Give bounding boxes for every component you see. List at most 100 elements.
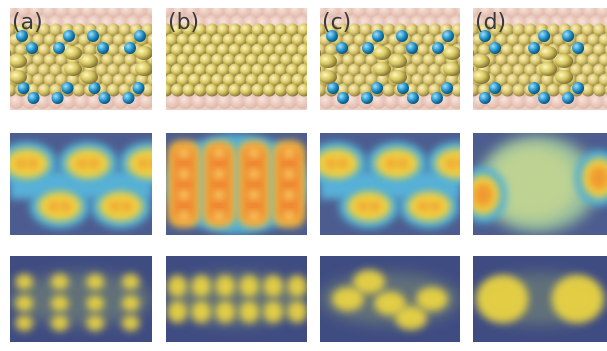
density-blob xyxy=(5,149,49,179)
ribbon-atom xyxy=(467,84,480,97)
figure: (a) (b) (c) (d) xyxy=(0,0,607,351)
edge-atom xyxy=(431,92,443,104)
molecule xyxy=(9,70,27,84)
density-blob xyxy=(77,159,87,169)
ribbon-atom xyxy=(160,84,173,97)
molecule xyxy=(472,70,490,84)
substrate-atom xyxy=(152,67,168,83)
density-blob xyxy=(284,170,294,178)
density-blob xyxy=(28,159,38,169)
density-blob xyxy=(418,201,428,211)
molecule xyxy=(135,46,153,60)
density-blob xyxy=(86,315,104,331)
ribbon-atom xyxy=(252,84,265,97)
edge-atom xyxy=(52,92,64,104)
molecule xyxy=(389,70,407,84)
molecule xyxy=(135,62,153,76)
image-panel xyxy=(307,133,487,235)
edge-atom xyxy=(99,92,111,104)
density-blob xyxy=(179,170,189,178)
density-blob xyxy=(284,191,294,199)
ribbon-atom xyxy=(501,84,514,97)
molecule xyxy=(472,54,490,68)
edge-atom xyxy=(362,42,374,54)
molecule xyxy=(555,54,573,68)
edge-atom xyxy=(528,82,540,94)
density-blob xyxy=(15,315,33,331)
substrate-atom xyxy=(152,93,168,109)
density-blob xyxy=(99,191,143,221)
edge-atom xyxy=(87,30,99,42)
density-blob xyxy=(347,191,391,221)
density-blob xyxy=(284,149,294,157)
density-blob xyxy=(239,301,259,323)
image-panel xyxy=(166,256,307,342)
density-blob xyxy=(51,315,69,331)
ribbon-atom xyxy=(183,84,196,97)
density-blob xyxy=(150,159,160,169)
density-blob xyxy=(191,301,211,323)
molecule xyxy=(389,54,407,68)
panel-label: (c) xyxy=(322,10,351,35)
ribbon-atom xyxy=(4,84,17,97)
edge-atom xyxy=(562,30,574,42)
density-blob xyxy=(51,295,69,311)
density-blob xyxy=(458,159,468,169)
molecule xyxy=(373,46,391,60)
density-blob xyxy=(122,201,132,211)
density-blob xyxy=(16,159,26,169)
molecule xyxy=(539,62,557,76)
density-blob xyxy=(416,287,448,311)
density-blob xyxy=(191,275,211,297)
density-blob xyxy=(86,274,104,290)
image-panel xyxy=(473,256,607,342)
image-panel xyxy=(445,2,607,110)
image-panel xyxy=(0,133,179,235)
density-blob xyxy=(179,191,189,199)
ribbon-atom xyxy=(348,84,361,97)
ribbon-atom xyxy=(217,84,230,97)
edge-atom xyxy=(134,30,146,42)
density-blob xyxy=(214,149,224,157)
edge-atom xyxy=(441,82,453,94)
molecule xyxy=(64,46,82,60)
edge-atom xyxy=(528,42,540,54)
density-blob xyxy=(395,306,427,330)
density-blob xyxy=(435,149,479,179)
density-blob xyxy=(249,191,259,199)
edge-atom xyxy=(336,42,348,54)
molecule xyxy=(9,54,27,68)
edge-atom xyxy=(133,82,145,94)
edge-atom xyxy=(28,92,40,104)
density-blob xyxy=(89,159,99,169)
ribbon-atom xyxy=(417,84,430,97)
edge-atom xyxy=(396,30,408,42)
edge-atom xyxy=(124,42,136,54)
density-blob xyxy=(249,149,259,157)
ribbon-atom xyxy=(452,84,465,97)
ribbon-atom xyxy=(298,84,311,97)
density-blob xyxy=(358,201,368,211)
edge-atom xyxy=(572,82,584,94)
ribbon-atom xyxy=(240,84,253,97)
molecule xyxy=(80,70,98,84)
panel-label: (d) xyxy=(475,10,506,35)
density-blob xyxy=(263,275,283,297)
density-blob xyxy=(398,159,408,169)
ribbon-atom xyxy=(286,84,299,97)
edge-atom xyxy=(337,92,349,104)
density-blob xyxy=(49,201,59,211)
density-blob xyxy=(167,275,187,297)
edge-atom xyxy=(432,42,444,54)
density-blob xyxy=(179,149,189,157)
density-blob xyxy=(179,212,189,220)
density-blob xyxy=(239,275,259,297)
density-blob xyxy=(122,274,140,290)
density-blob xyxy=(326,159,336,169)
edge-atom xyxy=(371,82,383,94)
density-blob xyxy=(287,275,307,297)
molecule xyxy=(80,54,98,68)
molecule xyxy=(0,46,11,60)
density-blob xyxy=(122,295,140,311)
density-blob xyxy=(15,295,33,311)
